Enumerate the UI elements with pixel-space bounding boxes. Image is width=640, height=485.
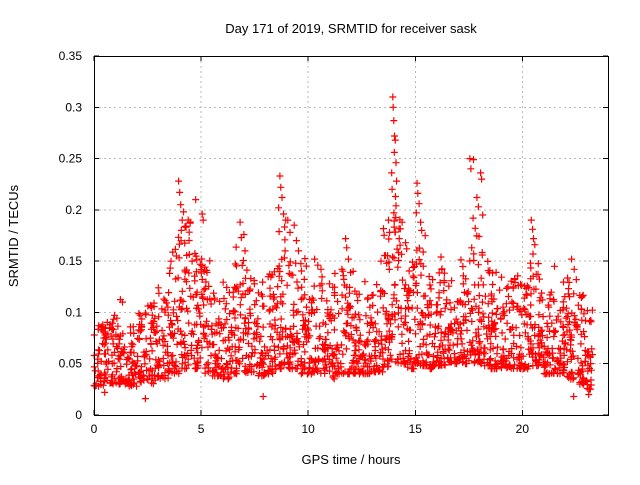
x-tick-label: 20 — [516, 422, 530, 436]
y-tick-label: 0.25 — [59, 152, 83, 166]
x-tick-label: 10 — [301, 422, 315, 436]
y-tick-label: 0.35 — [59, 49, 83, 63]
y-tick-label: 0.15 — [59, 254, 83, 268]
x-tick-label: 5 — [198, 422, 205, 436]
plot-border — [94, 56, 609, 416]
y-tick-label: 0 — [75, 408, 82, 422]
x-axis-label: GPS time / hours — [302, 452, 401, 467]
axis-tick-labels: 0 5 10 15 20 0 0.05 0.1 0.15 0.2 0.25 0.3 0.35 — [59, 49, 530, 436]
y-axis-label: SRMTID / TECUs — [6, 184, 21, 287]
y-tick-label: 0.2 — [65, 203, 82, 217]
x-tick-label: 15 — [409, 422, 423, 436]
gridlines — [94, 56, 608, 415]
y-tick-label: 0.05 — [59, 357, 83, 371]
y-tick-label: 0.1 — [65, 305, 82, 319]
x-tick-label: 0 — [91, 422, 98, 436]
y-tick-label: 0.3 — [65, 100, 82, 114]
chart-title: Day 171 of 2019, SRMTID for receiver sas… — [225, 21, 477, 36]
scatter-points — [90, 93, 596, 403]
